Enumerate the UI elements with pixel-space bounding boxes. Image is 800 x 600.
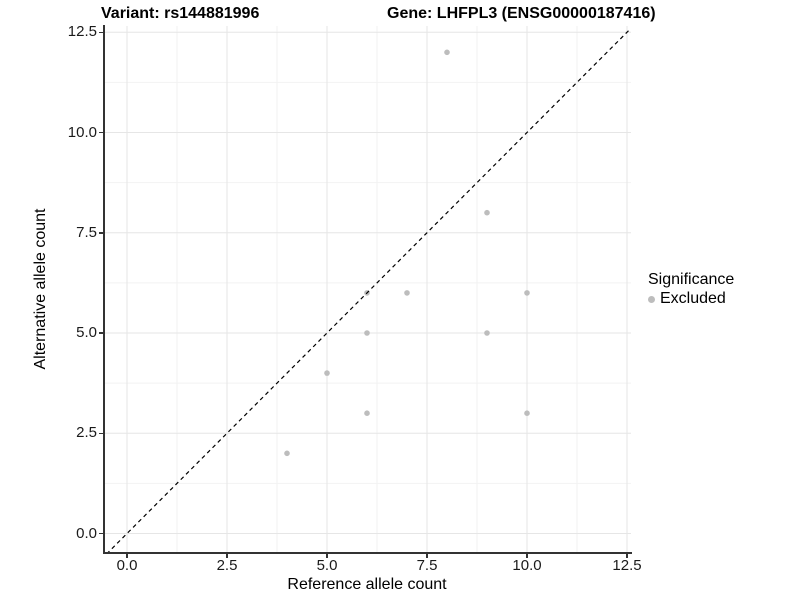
scatter-point [404, 290, 410, 296]
identity-line [106, 27, 631, 554]
legend: Significance Excluded [648, 270, 734, 308]
y-tick-label: 5.0 [76, 324, 97, 341]
x-axis-title: Reference allele count [287, 576, 447, 593]
x-tick-label: 10.0 [512, 557, 542, 574]
plot-panel [104, 26, 631, 554]
legend-key-dot-icon [648, 295, 655, 303]
legend-title: Significance [648, 271, 735, 288]
x-axis-line [103, 552, 632, 554]
plot-title-variant: Variant: rs144881996 [101, 5, 260, 22]
y-tick-label: 7.5 [76, 223, 97, 241]
scatter-point [444, 49, 450, 56]
x-tick-label: 5.0 [316, 557, 338, 574]
y-tick-mark [99, 232, 103, 234]
x-tick-label: 2.5 [216, 557, 238, 574]
y-tick-label: 10.0 [67, 123, 97, 141]
y-tick-mark [99, 332, 103, 334]
y-tick-label: 2.5 [76, 424, 97, 442]
x-tick-mark [226, 554, 228, 558]
y-tick-mark [99, 31, 103, 33]
x-tick-mark [326, 554, 328, 558]
scatter-point [364, 410, 370, 417]
plot-title-gene: Gene: LHFPL3 (ENSG00000187416) [387, 5, 656, 22]
scatter-point [524, 410, 530, 417]
y-tick-mark [99, 432, 103, 434]
y-axis-line [103, 25, 105, 553]
x-tick-mark [626, 554, 628, 558]
legend-item-label: Excluded [660, 290, 726, 307]
legend-item: Excluded [648, 290, 734, 308]
y-tick-label: 12.5 [67, 23, 97, 41]
x-tick-mark [526, 554, 528, 558]
x-tick-label: 7.5 [416, 557, 438, 574]
scatter-point [484, 209, 490, 216]
y-tick-mark [99, 131, 103, 134]
scatter-point [484, 330, 490, 336]
y-axis-title: Alternative allele count [32, 208, 49, 370]
scatter-point [524, 290, 530, 296]
y-tick-label: 0.0 [76, 524, 97, 542]
x-tick-mark [426, 554, 428, 558]
x-tick-label: 0.0 [116, 557, 138, 574]
scatter-point [324, 370, 330, 376]
y-tick-mark [99, 532, 103, 535]
scatter-point [284, 450, 290, 457]
scatter-point [364, 330, 370, 336]
x-tick-mark [126, 554, 128, 558]
x-tick-label: 12.5 [612, 557, 642, 574]
